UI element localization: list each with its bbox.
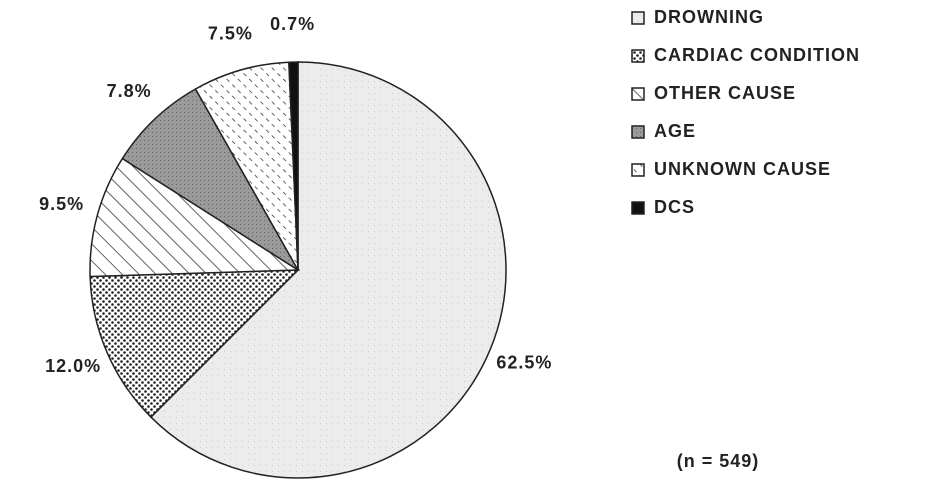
data-label: 62.5% bbox=[496, 353, 552, 373]
legend-label: DROWNING bbox=[654, 7, 764, 27]
data-label: 12.0% bbox=[45, 356, 101, 376]
slice-pattern bbox=[89, 157, 301, 278]
data-label: 9.5% bbox=[39, 194, 84, 214]
slice bbox=[149, 61, 507, 479]
legend-label: UNKNOWN CAUSE bbox=[654, 159, 831, 179]
data-label: 0.7% bbox=[270, 14, 315, 34]
data-label: 7.8% bbox=[107, 81, 152, 101]
legend-label: CARDIAC CONDITION bbox=[654, 45, 860, 65]
legend-swatch bbox=[631, 87, 645, 101]
slice bbox=[89, 269, 300, 419]
legend-swatch bbox=[631, 49, 645, 63]
slice-pattern bbox=[149, 61, 507, 479]
slice bbox=[89, 157, 301, 278]
legend-swatch bbox=[631, 163, 645, 177]
slice-pattern bbox=[89, 269, 300, 419]
slice-pattern bbox=[288, 61, 299, 271]
legend-label: DCS bbox=[654, 197, 695, 217]
legend-swatch bbox=[631, 201, 645, 215]
legend-label: AGE bbox=[654, 121, 696, 141]
slice bbox=[121, 87, 299, 271]
slice bbox=[288, 61, 299, 271]
annotation: (n = 549) bbox=[677, 451, 760, 471]
slice bbox=[194, 61, 299, 271]
legend-swatch bbox=[631, 125, 645, 139]
data-label: 7.5% bbox=[208, 23, 253, 43]
slice-pattern bbox=[121, 87, 299, 271]
legend-label: OTHER CAUSE bbox=[654, 83, 796, 103]
slice-pattern bbox=[194, 61, 299, 271]
legend-swatch bbox=[631, 11, 645, 25]
